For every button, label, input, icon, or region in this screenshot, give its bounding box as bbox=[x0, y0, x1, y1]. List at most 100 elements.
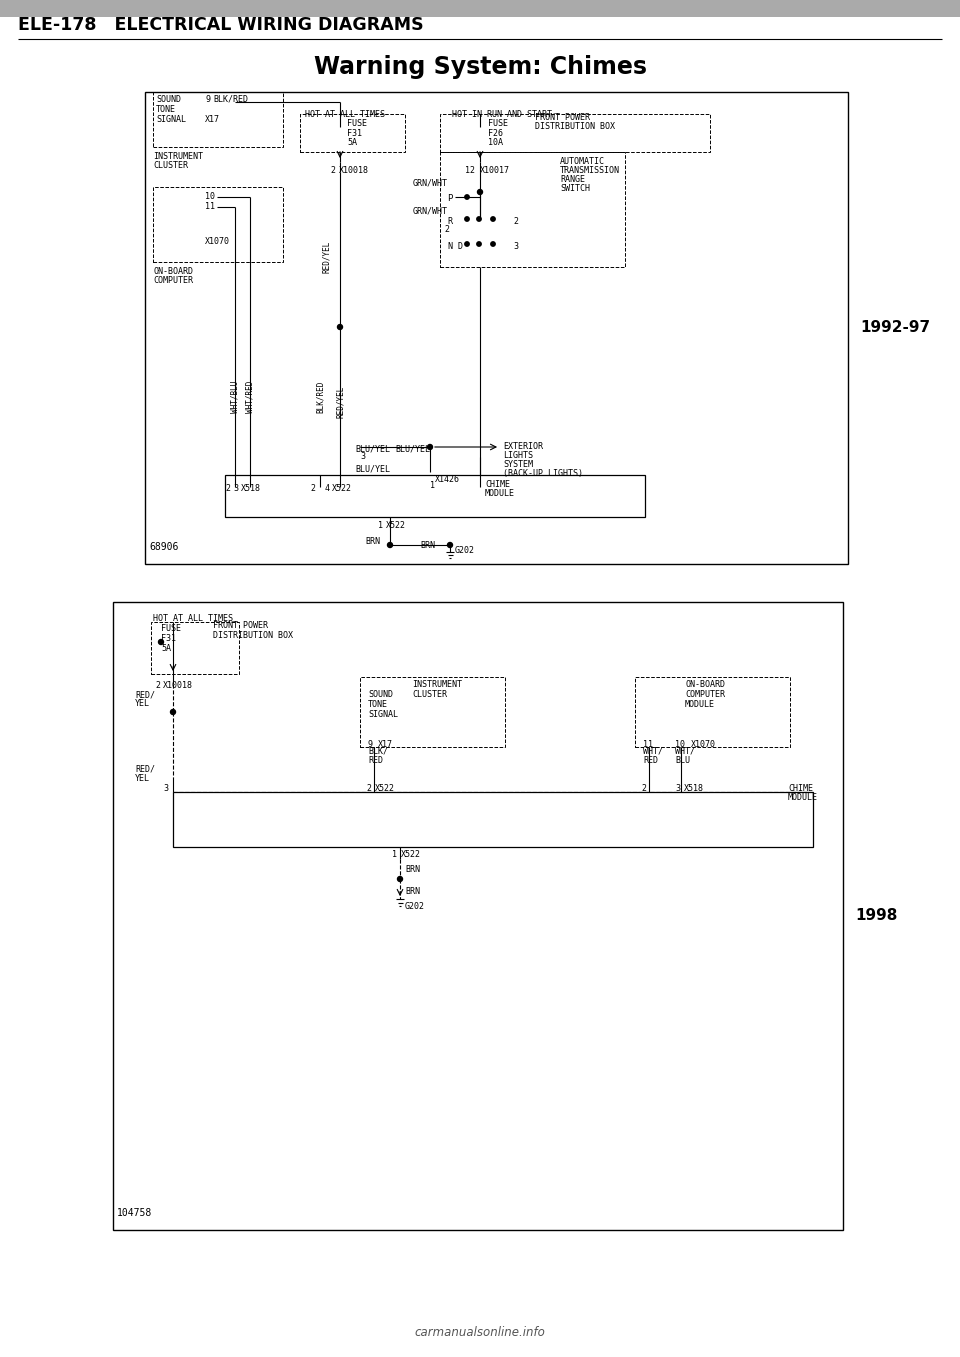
Text: X1426: X1426 bbox=[435, 475, 460, 484]
Text: X522: X522 bbox=[332, 484, 352, 493]
Text: 12: 12 bbox=[465, 166, 475, 175]
Text: 1: 1 bbox=[392, 849, 397, 859]
Text: FUSE: FUSE bbox=[347, 119, 367, 128]
Circle shape bbox=[338, 324, 343, 330]
Text: 1: 1 bbox=[378, 521, 383, 531]
Text: 2: 2 bbox=[225, 484, 230, 493]
Text: BRN: BRN bbox=[365, 537, 380, 546]
Text: TONE: TONE bbox=[156, 104, 176, 114]
Text: MODULE: MODULE bbox=[485, 489, 515, 498]
Text: X518: X518 bbox=[684, 784, 704, 792]
Text: CHIME: CHIME bbox=[788, 784, 813, 792]
Bar bbox=[113, 603, 843, 1229]
Text: 5A: 5A bbox=[161, 645, 171, 653]
Text: LIGHTS: LIGHTS bbox=[503, 451, 533, 460]
Text: SWITCH: SWITCH bbox=[560, 185, 590, 193]
Text: BLK/: BLK/ bbox=[368, 746, 388, 756]
Circle shape bbox=[397, 877, 402, 882]
Circle shape bbox=[465, 217, 469, 221]
Bar bbox=[0, 0, 960, 18]
Text: FUSE: FUSE bbox=[161, 624, 181, 632]
Text: HOT AT ALL TIMES: HOT AT ALL TIMES bbox=[153, 613, 233, 623]
Text: BLU/YEL: BLU/YEL bbox=[395, 444, 430, 453]
Circle shape bbox=[465, 195, 469, 199]
Text: BRN: BRN bbox=[420, 541, 435, 550]
Text: 3: 3 bbox=[513, 242, 518, 251]
Circle shape bbox=[427, 445, 433, 449]
Text: X522: X522 bbox=[386, 521, 406, 531]
Text: BLK/RED: BLK/RED bbox=[213, 95, 248, 104]
Circle shape bbox=[477, 242, 481, 246]
Text: WHT/: WHT/ bbox=[675, 746, 695, 756]
Text: X518: X518 bbox=[241, 484, 261, 493]
Circle shape bbox=[491, 217, 495, 221]
Bar bbox=[360, 677, 505, 746]
Text: X1070: X1070 bbox=[205, 237, 230, 246]
Text: SOUND: SOUND bbox=[368, 689, 393, 699]
Text: INSTRUMENT: INSTRUMENT bbox=[412, 680, 462, 689]
Text: RANGE: RANGE bbox=[560, 175, 585, 185]
Text: BLU/YEL: BLU/YEL bbox=[355, 444, 390, 453]
Text: FUSE: FUSE bbox=[488, 119, 508, 128]
Text: 5A: 5A bbox=[347, 138, 357, 147]
Text: HOT AT ALL TIMES: HOT AT ALL TIMES bbox=[305, 110, 385, 119]
Text: X522: X522 bbox=[401, 849, 421, 859]
Text: 10A: 10A bbox=[488, 138, 503, 147]
Text: FRONT POWER: FRONT POWER bbox=[213, 622, 268, 630]
Text: R: R bbox=[447, 217, 452, 227]
Text: 1992-97: 1992-97 bbox=[860, 320, 930, 335]
Text: 2: 2 bbox=[513, 217, 518, 227]
Text: CLUSTER: CLUSTER bbox=[412, 689, 447, 699]
Text: 2: 2 bbox=[641, 784, 646, 792]
Text: WHT/BLU: WHT/BLU bbox=[230, 381, 239, 413]
Text: 3: 3 bbox=[233, 484, 238, 493]
Bar bbox=[145, 92, 848, 565]
Circle shape bbox=[465, 242, 469, 246]
Text: G202: G202 bbox=[405, 902, 425, 911]
Text: AUTOMATIC: AUTOMATIC bbox=[560, 157, 605, 166]
Text: WHT/RED: WHT/RED bbox=[246, 381, 254, 413]
Text: 1998: 1998 bbox=[855, 908, 898, 924]
Text: TONE: TONE bbox=[368, 700, 388, 708]
Circle shape bbox=[388, 543, 393, 547]
Text: 104758: 104758 bbox=[117, 1208, 153, 1219]
Circle shape bbox=[158, 639, 163, 645]
Text: 2: 2 bbox=[155, 681, 160, 689]
Text: RED/: RED/ bbox=[135, 689, 155, 699]
Text: RED/YEL: RED/YEL bbox=[335, 385, 345, 418]
Text: FRONT POWER: FRONT POWER bbox=[535, 113, 590, 122]
Text: Warning System: Chimes: Warning System: Chimes bbox=[314, 56, 646, 79]
Text: (BACK-UP LIGHTS): (BACK-UP LIGHTS) bbox=[503, 470, 583, 478]
Bar bbox=[173, 792, 813, 847]
Text: RED: RED bbox=[368, 756, 383, 765]
Text: GRN/WHT: GRN/WHT bbox=[413, 179, 448, 189]
Text: 9: 9 bbox=[368, 740, 373, 749]
Text: X10018: X10018 bbox=[163, 681, 193, 689]
Text: P: P bbox=[447, 194, 452, 204]
Text: 68906: 68906 bbox=[149, 541, 179, 552]
Bar bbox=[153, 92, 283, 147]
Circle shape bbox=[171, 710, 176, 715]
Text: 11: 11 bbox=[205, 202, 215, 210]
Text: X10018: X10018 bbox=[339, 166, 369, 175]
Text: 3: 3 bbox=[163, 784, 168, 792]
Text: ON-BOARD: ON-BOARD bbox=[153, 267, 193, 275]
Text: X522: X522 bbox=[375, 784, 395, 792]
Bar bbox=[300, 114, 405, 152]
Text: 9: 9 bbox=[205, 95, 210, 104]
Text: MODULE: MODULE bbox=[788, 792, 818, 802]
Text: SIGNAL: SIGNAL bbox=[368, 710, 398, 719]
Text: DISTRIBUTION BOX: DISTRIBUTION BOX bbox=[213, 631, 293, 641]
Text: 10: 10 bbox=[675, 740, 685, 749]
Text: D: D bbox=[457, 242, 462, 251]
Text: 2: 2 bbox=[444, 225, 449, 233]
Text: CHIME: CHIME bbox=[485, 480, 510, 489]
Text: SIGNAL: SIGNAL bbox=[156, 115, 186, 123]
Text: X1070: X1070 bbox=[691, 740, 716, 749]
Text: BLU: BLU bbox=[675, 756, 690, 765]
Bar bbox=[440, 152, 625, 267]
Text: ON-BOARD: ON-BOARD bbox=[685, 680, 725, 689]
Text: 3: 3 bbox=[360, 452, 365, 461]
Text: YEL: YEL bbox=[135, 699, 150, 708]
Bar bbox=[225, 475, 645, 517]
